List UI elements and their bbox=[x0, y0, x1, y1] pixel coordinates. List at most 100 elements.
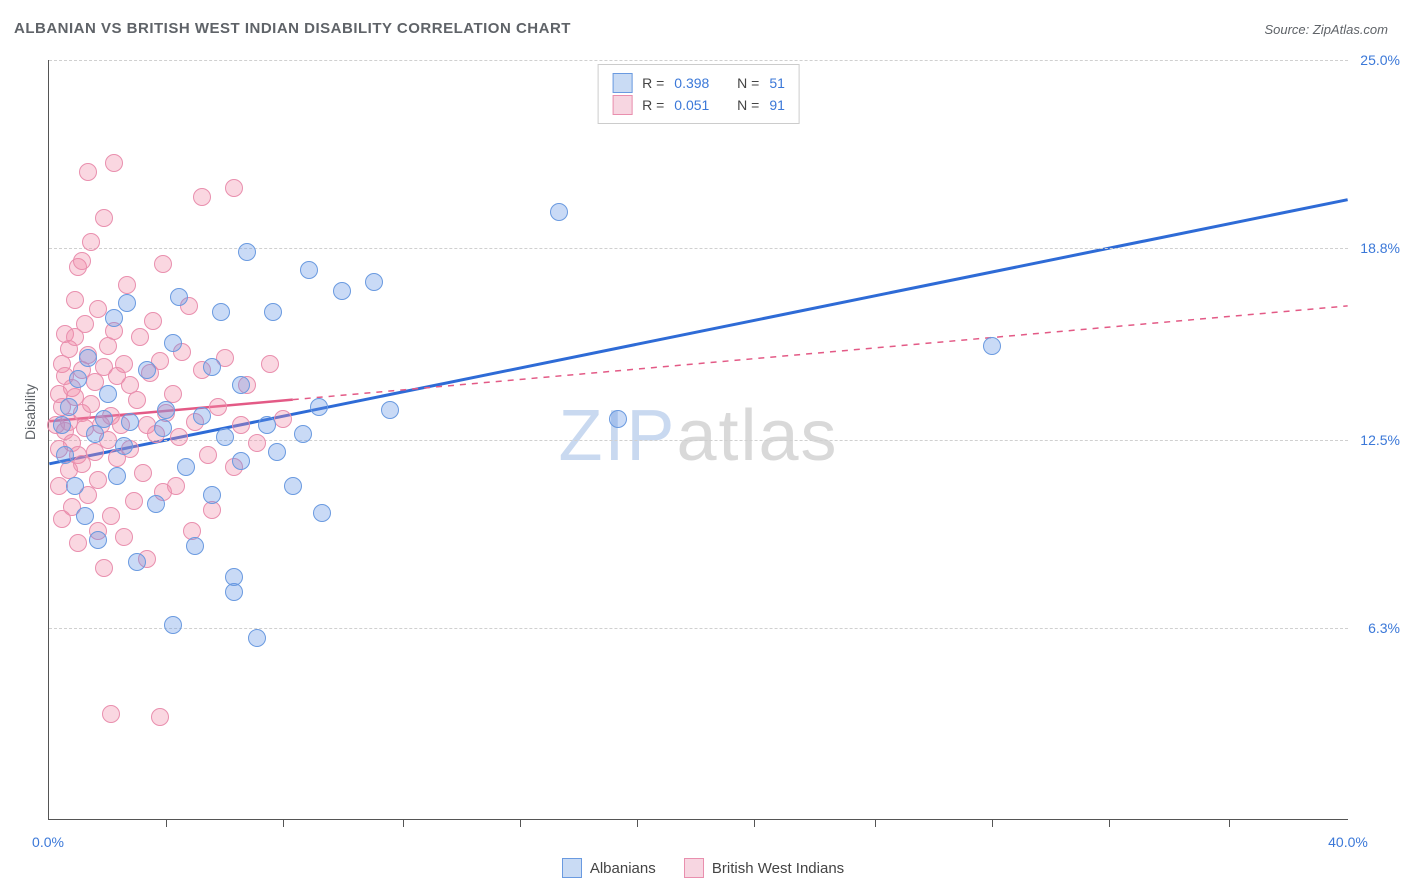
data-point-albanians bbox=[232, 376, 250, 394]
data-point-albanians bbox=[232, 452, 250, 470]
legend-row-bwi: R = 0.051 N = 91 bbox=[612, 95, 785, 115]
data-point-albanians bbox=[310, 398, 328, 416]
y-axis-label: Disability bbox=[22, 384, 38, 440]
legend-r-label: R = bbox=[642, 97, 664, 113]
data-point-albanians bbox=[313, 504, 331, 522]
data-point-bwi bbox=[115, 528, 133, 546]
legend-item-albanians: Albanians bbox=[562, 858, 656, 878]
swatch-bwi bbox=[684, 858, 704, 878]
chart-container: ALBANIAN VS BRITISH WEST INDIAN DISABILI… bbox=[0, 0, 1406, 892]
gridline bbox=[49, 628, 1348, 629]
data-point-bwi bbox=[199, 446, 217, 464]
data-point-albanians bbox=[164, 334, 182, 352]
data-point-bwi bbox=[144, 312, 162, 330]
data-point-albanians bbox=[186, 537, 204, 555]
gridline bbox=[49, 440, 1348, 441]
data-point-bwi bbox=[79, 163, 97, 181]
legend-r-value-bwi: 0.051 bbox=[674, 97, 709, 113]
chart-title: ALBANIAN VS BRITISH WEST INDIAN DISABILI… bbox=[14, 20, 571, 37]
x-tick bbox=[875, 819, 876, 827]
data-point-bwi bbox=[102, 507, 120, 525]
x-tick bbox=[166, 819, 167, 827]
data-point-albanians bbox=[284, 477, 302, 495]
data-point-bwi bbox=[73, 252, 91, 270]
data-point-albanians bbox=[216, 428, 234, 446]
legend-r-value-albanians: 0.398 bbox=[674, 75, 709, 91]
data-point-albanians bbox=[76, 507, 94, 525]
data-point-bwi bbox=[95, 559, 113, 577]
data-point-albanians bbox=[86, 425, 104, 443]
trend-line bbox=[293, 306, 1348, 400]
plot-area: ZIPatlas R = 0.398 N = 51 R = 0.051 N = … bbox=[48, 60, 1348, 820]
source-value: ZipAtlas.com bbox=[1313, 22, 1388, 37]
x-tick bbox=[754, 819, 755, 827]
gridline bbox=[49, 60, 1348, 61]
legend-item-bwi: British West Indians bbox=[684, 858, 844, 878]
data-point-bwi bbox=[82, 233, 100, 251]
data-point-albanians bbox=[203, 358, 221, 376]
data-point-bwi bbox=[89, 300, 107, 318]
data-point-albanians bbox=[609, 410, 627, 428]
legend-row-albanians: R = 0.398 N = 51 bbox=[612, 73, 785, 93]
y-tick-label: 25.0% bbox=[1360, 52, 1400, 68]
data-point-bwi bbox=[118, 276, 136, 294]
data-point-bwi bbox=[125, 492, 143, 510]
data-point-albanians bbox=[105, 309, 123, 327]
data-point-albanians bbox=[258, 416, 276, 434]
data-point-bwi bbox=[105, 154, 123, 172]
watermark: ZIPatlas bbox=[558, 394, 838, 476]
data-point-albanians bbox=[138, 361, 156, 379]
data-point-bwi bbox=[167, 477, 185, 495]
x-tick bbox=[1109, 819, 1110, 827]
data-point-albanians bbox=[95, 410, 113, 428]
data-point-bwi bbox=[128, 391, 146, 409]
data-point-bwi bbox=[151, 708, 169, 726]
legend-r-label: R = bbox=[642, 75, 664, 91]
data-point-albanians bbox=[238, 243, 256, 261]
data-point-bwi bbox=[76, 315, 94, 333]
y-tick-label: 12.5% bbox=[1360, 432, 1400, 448]
data-point-albanians bbox=[60, 398, 78, 416]
data-point-bwi bbox=[232, 416, 250, 434]
data-point-albanians bbox=[157, 401, 175, 419]
data-point-albanians bbox=[108, 467, 126, 485]
data-point-bwi bbox=[274, 410, 292, 428]
data-point-albanians bbox=[248, 629, 266, 647]
data-point-bwi bbox=[115, 355, 133, 373]
data-point-albanians bbox=[66, 477, 84, 495]
y-tick-label: 6.3% bbox=[1368, 620, 1400, 636]
data-point-bwi bbox=[66, 291, 84, 309]
data-point-bwi bbox=[154, 255, 172, 273]
data-point-bwi bbox=[82, 395, 100, 413]
data-point-albanians bbox=[115, 437, 133, 455]
data-point-albanians bbox=[333, 282, 351, 300]
legend-label-albanians: Albanians bbox=[590, 860, 656, 877]
data-point-albanians bbox=[99, 385, 117, 403]
data-point-albanians bbox=[79, 349, 97, 367]
data-point-albanians bbox=[212, 303, 230, 321]
x-tick bbox=[520, 819, 521, 827]
data-point-albanians bbox=[164, 616, 182, 634]
data-point-albanians bbox=[89, 531, 107, 549]
data-point-bwi bbox=[209, 398, 227, 416]
data-point-albanians bbox=[983, 337, 1001, 355]
x-tick bbox=[1229, 819, 1230, 827]
data-point-albanians bbox=[128, 553, 146, 571]
data-point-albanians bbox=[264, 303, 282, 321]
data-point-bwi bbox=[69, 534, 87, 552]
legend-n-label: N = bbox=[737, 97, 759, 113]
data-point-albanians bbox=[225, 568, 243, 586]
legend-label-bwi: British West Indians bbox=[712, 860, 844, 877]
data-point-albanians bbox=[193, 407, 211, 425]
source-prefix: Source: bbox=[1264, 22, 1312, 37]
data-point-bwi bbox=[248, 434, 266, 452]
data-point-bwi bbox=[131, 328, 149, 346]
data-point-albanians bbox=[365, 273, 383, 291]
source-attribution: Source: ZipAtlas.com bbox=[1264, 22, 1388, 37]
data-point-bwi bbox=[261, 355, 279, 373]
data-point-bwi bbox=[102, 705, 120, 723]
x-tick bbox=[637, 819, 638, 827]
series-legend: Albanians British West Indians bbox=[0, 858, 1406, 882]
data-point-albanians bbox=[69, 370, 87, 388]
data-point-albanians bbox=[53, 416, 71, 434]
